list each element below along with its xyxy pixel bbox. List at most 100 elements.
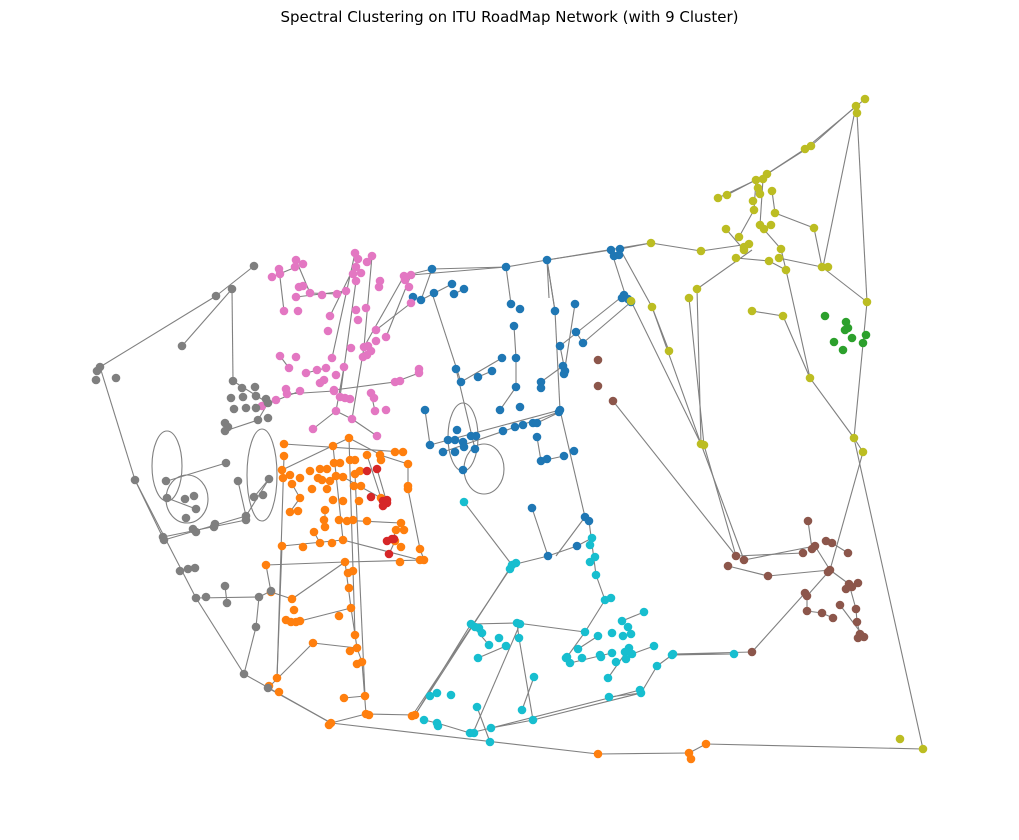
graph-edge [330,722,599,755]
graph-node-cluster-1 [350,455,360,465]
graph-node-cluster-9 [425,691,435,701]
graph-node-cluster-8 [758,174,768,184]
graph-node-cluster-1 [355,466,365,476]
graph-node-cluster-9 [459,497,469,507]
graph-edge [411,568,511,717]
graph-node-cluster-3 [362,466,372,476]
graph-node-cluster-1 [305,466,315,476]
graph-node-cluster-8 [749,205,759,215]
graph-node-cluster-6 [353,254,363,264]
graph-node-cluster-8 [647,302,657,312]
graph-node-cluster-1 [352,643,362,653]
graph-node-cluster-7 [180,494,190,504]
graph-node-cluster-1 [279,439,289,449]
graph-node-cluster-1 [354,496,364,506]
graph-node-cluster-9 [623,622,633,632]
graph-edge [335,366,345,412]
edge-layer [99,98,924,755]
graph-node-cluster-8 [849,433,859,443]
graph-node-cluster-8 [851,101,861,111]
graph-node-cluster-5 [851,604,861,614]
graph-node-cluster-1 [415,544,425,554]
graph-node-cluster-6 [348,269,358,279]
graph-node-cluster-9 [511,558,521,568]
graph-node-cluster-7 [264,474,274,484]
graph-node-cluster-0 [536,383,546,393]
graph-node-cluster-0 [511,353,521,363]
graph-node-cluster-3 [389,534,399,544]
graph-node-cluster-1 [356,481,366,491]
graph-node-cluster-8 [755,189,765,199]
graph-node-cluster-0 [425,440,435,450]
graph-edge [431,266,507,270]
graph-node-cluster-1 [686,754,696,764]
graph-node-cluster-8 [817,262,827,272]
graph-edge [727,565,769,577]
graph-node-cluster-0 [532,418,542,428]
graph-edge [231,288,234,382]
graph-node-cluster-1 [344,433,354,443]
graph-node-cluster-0 [570,299,580,309]
graph-node-cluster-6 [381,332,391,342]
graph-node-cluster-1 [338,472,348,482]
graph-node-cluster-9 [607,648,617,658]
graph-edge [351,418,378,437]
graph-edge [420,268,433,301]
graph-edge [809,377,855,439]
graph-node-cluster-5 [843,548,853,558]
graph-edge [650,242,702,252]
graph-node-cluster-1 [324,720,334,730]
graph-node-cluster-6 [370,406,380,416]
graph-node-cluster-1 [295,473,305,483]
graph-node-cluster-7 [190,563,200,573]
graph-node-cluster-9 [515,619,525,629]
graph-node-cluster-1 [360,691,370,701]
graph-edge [521,676,535,711]
graph-node-cluster-6 [275,351,285,361]
graph-node-cluster-9 [606,593,616,603]
graph-node-cluster-6 [317,290,327,300]
graph-node-cluster-8 [858,447,868,457]
graph-edge [595,574,606,601]
graph-node-cluster-6 [361,303,371,313]
graph-node-cluster-1 [331,471,341,481]
graph-node-cluster-7 [162,493,172,503]
graph-node-cluster-8 [731,253,741,263]
graph-node-cluster-7 [161,476,171,486]
graph-node-cluster-9 [626,629,636,639]
graph-node-cluster-9 [617,616,627,626]
graph-node-cluster-1 [315,464,325,474]
graph-node-cluster-6 [406,298,416,308]
graph-edge [810,105,857,147]
graph-node-cluster-8 [722,190,732,200]
graph-node-cluster-1 [285,507,295,517]
graph-node-cluster-6 [362,257,372,267]
graph-edge [299,607,352,622]
graph-node-cluster-1 [346,603,356,613]
graph-node-cluster-7 [201,592,211,602]
graph-edge [559,409,586,518]
graph-edge [348,437,356,636]
graph-node-cluster-0 [617,293,627,303]
graph-node-cluster-8 [862,297,872,307]
graph-node-cluster-6 [293,306,303,316]
graph-node-cluster-1 [278,473,288,483]
graph-node-cluster-6 [291,292,301,302]
graph-edge [276,545,283,679]
graph-node-cluster-5 [847,582,857,592]
graph-node-cluster-0 [527,503,537,513]
graph-node-cluster-0 [420,405,430,415]
graph-node-cluster-9 [573,644,583,654]
graph-node-cluster-7 [254,592,264,602]
graph-edge [822,105,857,268]
graph-node-cluster-1 [279,451,289,461]
graph-node-cluster-9 [620,647,630,657]
graph-node-cluster-7 [241,515,251,525]
graph-node-cluster-8 [776,244,786,254]
graph-node-cluster-5 [763,571,773,581]
graph-node-cluster-6 [404,282,414,292]
graph-node-cluster-6 [290,262,300,272]
graph-node-cluster-0 [542,255,552,265]
graph-edge [569,652,613,664]
